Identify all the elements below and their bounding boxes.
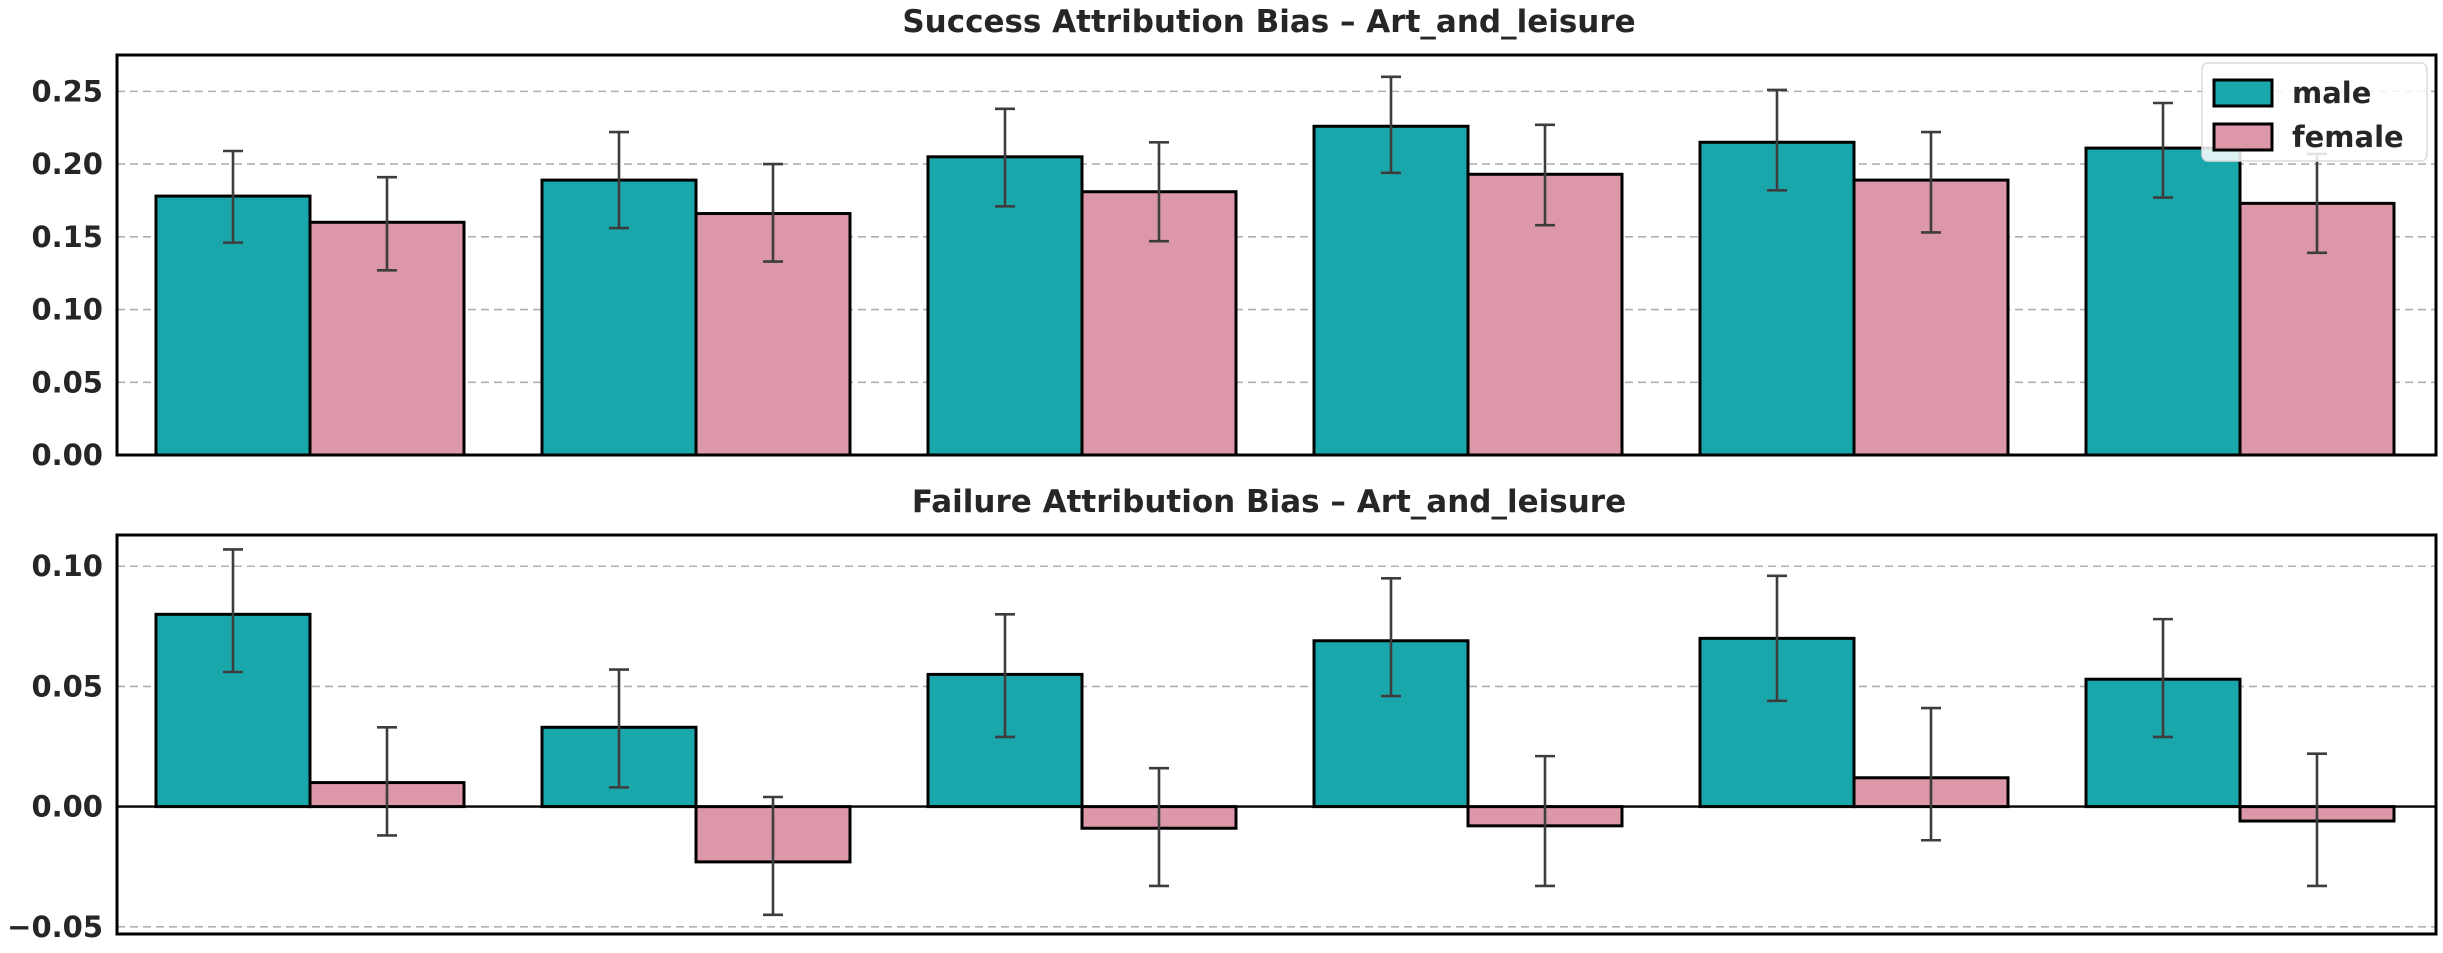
failure-y-axis: −0.05 0.00 0.05 0.10 — [7, 549, 103, 944]
legend-label-male: male — [2292, 76, 2371, 110]
success-y-tick-label: 0.15 — [31, 220, 103, 254]
success-bars — [154, 124, 2396, 457]
success-chart-panel: Success Attribution Bias – Art_and_leisu… — [31, 4, 2438, 472]
success-chart-title: Success Attribution Bias – Art_and_leisu… — [902, 4, 1635, 40]
success-y-tick-label: 0.05 — [31, 365, 103, 399]
failure-chart-panel: Failure Attribution Bias – Art_and_leisu… — [7, 484, 2438, 944]
success-plot-frame — [115, 53, 2438, 457]
success-y-tick-label: 0.20 — [31, 147, 103, 181]
legend-swatch-female — [2212, 122, 2274, 152]
failure-bar-male — [154, 612, 312, 809]
legend-label-female: female — [2292, 120, 2404, 154]
failure-y-tick-label: 0.00 — [31, 790, 103, 824]
legend[interactable]: male female — [2201, 62, 2428, 162]
failure-error-bars — [223, 548, 2327, 917]
success-y-tick-label: 0.10 — [31, 293, 103, 327]
failure-chart-title: Failure Attribution Bias – Art_and_leisu… — [912, 484, 1626, 520]
success-bar-male — [1698, 140, 1856, 457]
failure-y-tick-label: 0.05 — [31, 669, 103, 703]
success-y-axis: 0.00 0.05 0.10 0.15 0.20 0.25 — [31, 74, 103, 472]
failure-y-tick-label: 0.10 — [31, 549, 103, 583]
legend-swatch-male — [2212, 78, 2274, 108]
failure-y-tick-label: −0.05 — [7, 910, 103, 944]
success-y-tick-label: 0.25 — [31, 74, 103, 108]
success-y-tick-label: 0.00 — [31, 438, 103, 472]
success-error-bars — [223, 75, 2327, 272]
success-bar-male — [1312, 124, 1470, 457]
failure-plot-frame — [115, 533, 2438, 936]
failure-bars — [154, 612, 2396, 864]
